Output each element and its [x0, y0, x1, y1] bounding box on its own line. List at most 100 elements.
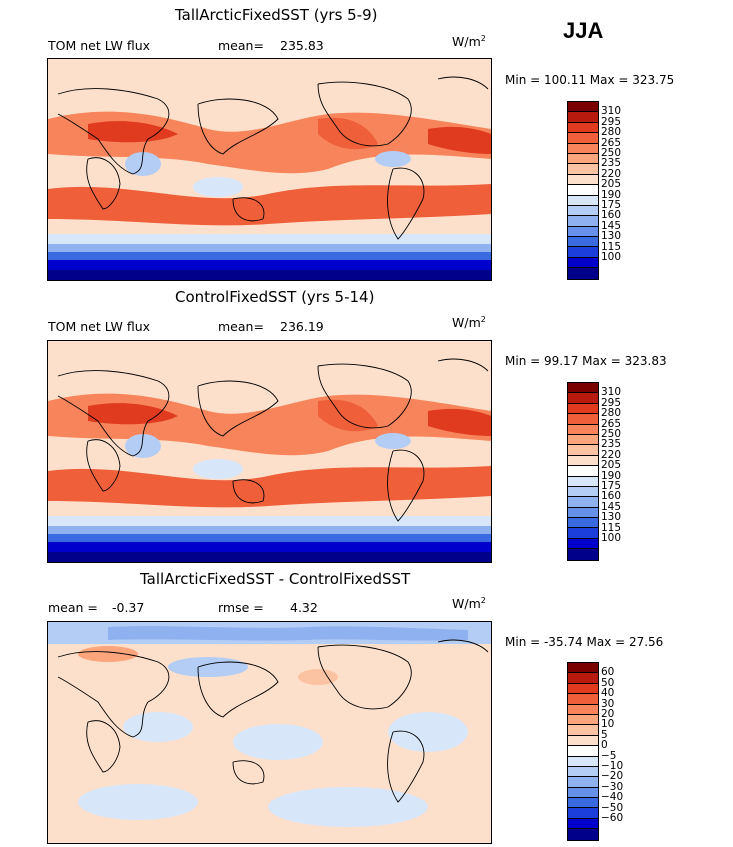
- colorbar-tick-label: 145: [601, 219, 622, 232]
- colorbar-swatch: [568, 798, 598, 809]
- colorbar-tick-label: 235: [601, 438, 622, 451]
- colorbar-swatch: [568, 185, 598, 196]
- colorbar-tick-label: 115: [601, 521, 622, 534]
- colorbar-swatch: [568, 174, 598, 186]
- colorbar-swatch: [568, 746, 598, 757]
- colorbar-swatch: [568, 226, 598, 238]
- colorbar-tick-label: 175: [601, 480, 622, 492]
- colorbar-swatch: [568, 122, 598, 134]
- colorbar-tick-label: −20: [601, 770, 624, 783]
- colorbar-tick-label: 205: [601, 459, 622, 472]
- colorbar-swatch: [568, 153, 598, 165]
- colorbar-swatch: [568, 414, 598, 425]
- panel-1-variable-label: TOM net LW flux: [48, 38, 151, 53]
- maritime-cool: [193, 177, 243, 197]
- colorbar-swatch: [568, 683, 598, 695]
- sh-cool-2: [48, 526, 491, 534]
- colorbar-swatch: [568, 725, 598, 736]
- colorbar-tick-label: 10: [601, 718, 615, 731]
- panel-2-mean-value: 236.19: [280, 319, 324, 334]
- colorbar-swatch: [568, 766, 598, 778]
- colorbar-tick-label: 295: [601, 115, 622, 128]
- panel-2-title: ControlFixedSST (yrs 5-14): [175, 288, 375, 306]
- panel-3-mean-label: mean =: [48, 600, 98, 615]
- colorbar-swatch: [568, 486, 598, 498]
- season-label: JJA: [563, 18, 604, 43]
- colorbar-tick-label: 100: [601, 532, 622, 544]
- colorbar-swatch: [568, 383, 598, 394]
- sh-cool-2: [48, 244, 491, 252]
- panel-1-map: [47, 58, 492, 281]
- panel-3-rmse-label: rmse =: [218, 600, 264, 615]
- colorbar-tick-label: 50: [601, 676, 615, 689]
- panel-2-map-svg: [48, 341, 491, 562]
- nh-hot-core: [88, 403, 178, 425]
- camerica-cool: [375, 433, 411, 449]
- camerica-cool: [375, 151, 411, 167]
- colorbar-tick-label: −5: [601, 749, 617, 762]
- atl-hot-core: [428, 126, 491, 154]
- panel-1-mean-value: 235.83: [280, 38, 324, 53]
- colorbar-tick-label: 220: [601, 167, 622, 180]
- colorbar-swatch: [568, 735, 598, 747]
- colorbar-tick-label: 0: [601, 739, 608, 752]
- colorbar-swatch: [568, 466, 598, 477]
- colorbar-swatch: [568, 829, 598, 840]
- colorbar-tick-label: 280: [601, 407, 622, 420]
- colorbar-swatch: [568, 403, 598, 415]
- panel-3-title: TallArcticFixedSST - ControlFixedSST: [140, 570, 411, 588]
- colorbar-swatch: [568, 476, 598, 487]
- sh-cool-4: [48, 542, 491, 552]
- colorbar-swatch: [568, 205, 598, 217]
- colorbar-tick-label: 205: [601, 178, 622, 191]
- panel-2-minmax: Min = 99.17 Max = 323.83: [505, 354, 667, 368]
- colorbar-tick-label: 5: [601, 728, 608, 741]
- panel-2-colorbar: [567, 382, 599, 561]
- sh-cool-1: [48, 234, 491, 244]
- colorbar-swatch: [568, 247, 598, 258]
- colorbar-swatch: [568, 673, 598, 684]
- panel-3-colorbar: [567, 662, 599, 841]
- colorbar-swatch: [568, 777, 598, 788]
- sh-cool-5: [48, 552, 491, 562]
- pacific-warm: [298, 669, 338, 685]
- colorbar-swatch: [568, 455, 598, 467]
- panel-1-map-svg: [48, 59, 491, 280]
- colorbar-swatch: [568, 195, 598, 206]
- colorbar-swatch: [568, 756, 598, 767]
- na-hot-core: [318, 399, 378, 432]
- sh-cool-1: [78, 784, 198, 820]
- atl-hot-core: [428, 408, 491, 436]
- panel-2-map: [47, 340, 492, 563]
- colorbar-swatch: [568, 424, 598, 435]
- colorbar-swatch: [568, 393, 598, 404]
- colorbar-tick-label: 280: [601, 126, 622, 139]
- panel-3-map: [47, 621, 492, 844]
- colorbar-swatch: [568, 112, 598, 123]
- sh-cool-3: [48, 252, 491, 260]
- colorbar-tick-label: 130: [601, 230, 622, 243]
- colorbar-tick-label: −50: [601, 801, 624, 814]
- panel-3-mean-value: -0.37: [112, 600, 145, 615]
- sh-cool-3: [48, 534, 491, 542]
- panel-3-map-svg: [48, 622, 491, 843]
- colorbar-tick-label: −40: [601, 791, 624, 804]
- maritime-cool: [193, 459, 243, 479]
- colorbar-tick-label: 100: [601, 251, 622, 263]
- colorbar-swatch: [568, 694, 598, 705]
- trop-cool-3: [388, 712, 468, 752]
- panel-3-units: W/m2: [452, 596, 486, 612]
- sh-warm-band: [48, 184, 491, 226]
- na-hot-core: [318, 117, 378, 150]
- colorbar-tick-label: −30: [601, 780, 624, 793]
- colorbar-tick-label: 250: [601, 147, 622, 159]
- panel-2-variable-label: TOM net LW flux: [48, 319, 151, 334]
- colorbar-tick-label: 130: [601, 511, 622, 524]
- coastlines: [57, 639, 489, 803]
- panel-2-mean-label: mean=: [218, 319, 264, 334]
- colorbar-tick-label: 250: [601, 428, 622, 440]
- sh-warm-band: [48, 466, 491, 508]
- europe-warm: [78, 646, 138, 662]
- trop-cool-1: [123, 712, 193, 742]
- india-cool: [125, 434, 161, 458]
